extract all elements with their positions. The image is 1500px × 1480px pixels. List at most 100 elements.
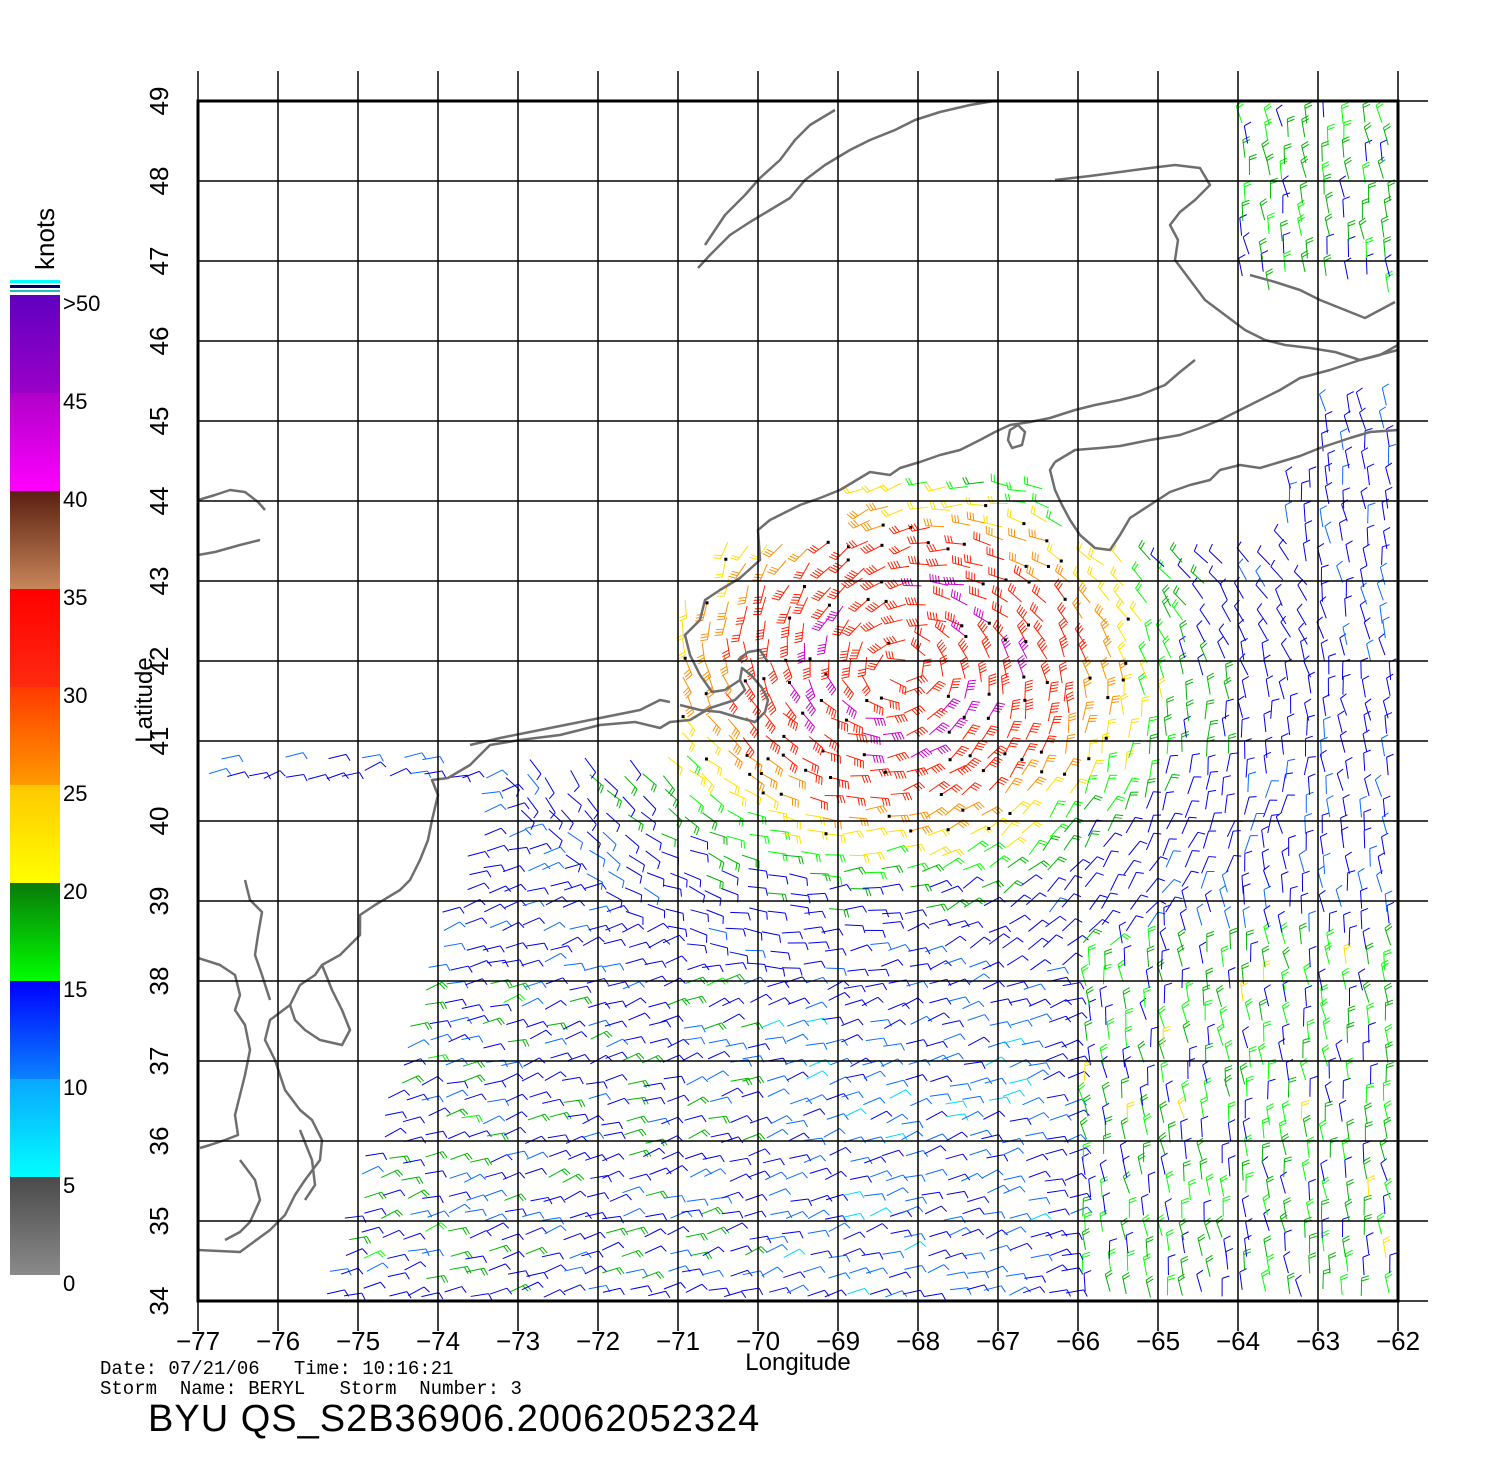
wind-barb bbox=[1225, 1248, 1234, 1270]
wind-barb bbox=[1063, 681, 1074, 702]
wind-barb bbox=[844, 866, 867, 875]
wind-barb bbox=[665, 955, 688, 964]
wind-barb bbox=[883, 770, 907, 779]
wind-barb bbox=[663, 977, 686, 987]
wind-barb bbox=[529, 842, 552, 850]
wind-barb bbox=[263, 770, 286, 779]
wind-barb bbox=[649, 1020, 672, 1028]
wind-barb bbox=[626, 866, 643, 884]
wind-barb bbox=[501, 1061, 524, 1069]
wind-barb bbox=[1084, 714, 1098, 734]
wind-barb bbox=[1101, 1102, 1110, 1125]
wind-barb bbox=[1196, 903, 1204, 926]
wind-barb bbox=[910, 748, 933, 759]
wind-barb bbox=[1004, 777, 1023, 794]
wind-barb bbox=[1338, 1099, 1347, 1122]
wind-barb bbox=[807, 1209, 830, 1220]
wind-barb bbox=[529, 759, 542, 781]
wind-barb bbox=[1325, 191, 1334, 214]
wind-barb bbox=[768, 1188, 791, 1196]
wind-barb bbox=[549, 1149, 572, 1158]
wind-barb bbox=[501, 1073, 524, 1082]
wind-barb bbox=[967, 1196, 990, 1204]
wind-barb bbox=[625, 910, 644, 925]
wind-barb bbox=[1309, 1075, 1318, 1097]
wind-barb bbox=[509, 1284, 532, 1293]
wind-barb bbox=[789, 873, 808, 886]
wind-barb bbox=[1187, 776, 1202, 795]
wind-barb bbox=[445, 1089, 469, 1098]
wind-barb bbox=[449, 1172, 472, 1180]
wind-barb bbox=[1242, 1117, 1250, 1140]
wind-barb bbox=[1386, 753, 1394, 776]
wind-barb bbox=[483, 1115, 506, 1125]
wind-barb bbox=[744, 1210, 767, 1218]
wind-barb bbox=[1122, 1171, 1131, 1194]
wind-barb bbox=[786, 1033, 809, 1042]
wind-barb bbox=[1126, 1249, 1135, 1272]
wind-barb bbox=[1378, 406, 1387, 429]
wind-barb bbox=[1207, 719, 1219, 740]
wind-barb bbox=[811, 616, 831, 632]
wind-barb bbox=[602, 1241, 625, 1251]
wind-barb bbox=[865, 502, 888, 512]
wind-barb bbox=[1327, 449, 1336, 472]
coastline-delmarva bbox=[243, 879, 352, 1047]
wind-barb bbox=[725, 1222, 748, 1232]
wind-barb bbox=[1045, 776, 1065, 792]
wind-barb bbox=[864, 929, 886, 938]
wind-barb bbox=[1347, 1005, 1356, 1027]
wind-barb bbox=[880, 509, 903, 518]
wind-barb bbox=[1257, 1042, 1266, 1065]
wind-barb bbox=[1242, 232, 1250, 255]
wind-barb bbox=[927, 1264, 950, 1274]
wind-barb bbox=[981, 635, 992, 659]
wind-barb bbox=[1084, 775, 1098, 794]
wind-barb bbox=[1167, 1121, 1176, 1143]
wind-barb bbox=[1282, 1023, 1290, 1045]
wind-barb bbox=[1021, 1040, 1044, 1048]
wind-barb bbox=[1176, 944, 1185, 967]
wind-barb bbox=[1162, 584, 1172, 607]
wind-barb bbox=[681, 1268, 704, 1276]
wind-barb bbox=[712, 541, 729, 559]
wind-barb bbox=[1298, 922, 1307, 945]
wind-barb bbox=[768, 997, 791, 1006]
wind-barb bbox=[1363, 808, 1372, 831]
wind-barb bbox=[1064, 733, 1076, 754]
wind-barb bbox=[661, 1015, 684, 1023]
wind-barb bbox=[1181, 1231, 1189, 1254]
wind-barb bbox=[766, 693, 777, 716]
wind-barb bbox=[883, 635, 906, 646]
wind-barb bbox=[807, 1289, 830, 1297]
wind-barb bbox=[450, 965, 473, 973]
wind-barb bbox=[568, 1151, 591, 1160]
wind-barb bbox=[1205, 1254, 1214, 1277]
wind-barb bbox=[908, 811, 931, 820]
wind-barb bbox=[925, 1110, 948, 1121]
wind-barb bbox=[1206, 930, 1215, 952]
wind-barb bbox=[403, 1232, 426, 1240]
wind-barb bbox=[1199, 603, 1211, 625]
wind-barb bbox=[728, 750, 743, 770]
wind-barb bbox=[1384, 982, 1392, 1005]
wind-barb bbox=[1164, 1198, 1172, 1221]
wind-barb bbox=[410, 1022, 433, 1030]
wind-barb bbox=[1277, 910, 1285, 933]
wind-barb bbox=[1283, 1156, 1292, 1177]
lat-tick-label: 42 bbox=[144, 647, 174, 676]
wind-barb bbox=[988, 776, 1009, 791]
wind-barb bbox=[525, 1227, 548, 1235]
wind-barb bbox=[382, 1229, 405, 1238]
colorbar-label: >50 bbox=[63, 291, 100, 316]
wind-barb bbox=[590, 1174, 612, 1183]
wind-barb bbox=[1224, 906, 1232, 929]
wind-barb bbox=[888, 944, 911, 951]
wind-barb bbox=[701, 1269, 724, 1278]
wind-barb bbox=[727, 810, 744, 827]
wind-barb bbox=[1140, 1193, 1149, 1216]
wind-barb bbox=[829, 884, 852, 892]
colorbar-band bbox=[10, 295, 60, 393]
wind-barb bbox=[1300, 892, 1309, 914]
wind-barb bbox=[465, 978, 488, 986]
